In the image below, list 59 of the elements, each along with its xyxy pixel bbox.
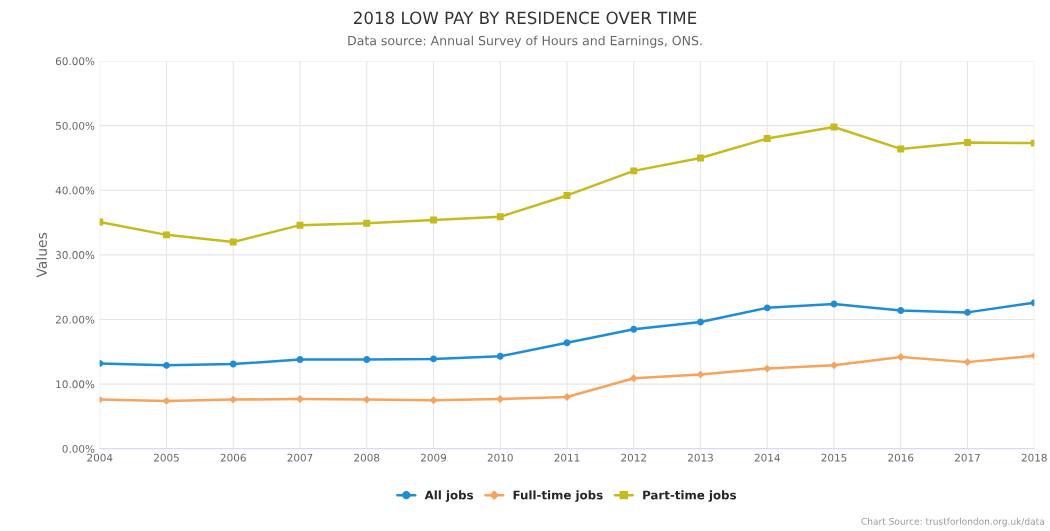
point — [630, 325, 638, 333]
y-tick-label: 40.00% — [55, 186, 95, 195]
point — [229, 395, 238, 404]
point — [362, 395, 371, 404]
legend-label: Part-time jobs — [643, 490, 736, 502]
point — [896, 353, 905, 361]
legend-label: All jobs — [424, 490, 474, 502]
point — [629, 374, 638, 383]
x-tick-label: 2012 — [621, 453, 646, 462]
point — [763, 304, 771, 312]
x-tick-label: 2006 — [220, 453, 246, 462]
y-tick-label: 10.00% — [56, 380, 95, 389]
point — [964, 308, 971, 316]
point — [163, 361, 170, 369]
y-tick-label: 20.00% — [55, 315, 95, 324]
point — [563, 339, 571, 347]
x-tick-label: 2015 — [821, 453, 847, 462]
point — [964, 138, 971, 146]
x-tick-label: 2011 — [554, 453, 580, 462]
point — [496, 352, 504, 360]
point — [897, 145, 905, 153]
point — [830, 361, 838, 370]
x-tick-label: 2014 — [754, 453, 780, 462]
point — [163, 231, 170, 239]
point — [363, 219, 371, 227]
point — [296, 356, 304, 364]
x-tick-label: 2018 — [1021, 453, 1047, 462]
point — [229, 238, 237, 246]
point — [496, 213, 504, 221]
point — [963, 358, 972, 367]
y-tick-label: 0.00% — [62, 444, 95, 453]
point — [897, 306, 905, 314]
y-tick-label: 50.00% — [55, 121, 95, 130]
y-axis-title: Values — [36, 232, 47, 278]
point — [696, 370, 705, 379]
chart-subtitle: Data source: Annual Survey of Hours and Earnings, ONS. — [348, 35, 702, 48]
x-tick-label: 2013 — [688, 453, 713, 462]
point — [697, 318, 704, 326]
y-tick-label: 30.00% — [55, 251, 95, 259]
legend-label: Full-time jobs — [513, 490, 603, 502]
x-tick-label: 2009 — [421, 453, 447, 462]
point — [363, 356, 371, 364]
x-tick-label: 2016 — [888, 453, 914, 462]
text: Chart Source: trustforlondon.org.uk/data — [861, 517, 1044, 527]
point — [763, 364, 772, 373]
point — [429, 396, 438, 405]
point — [763, 135, 771, 143]
x-tick-label: 2004 — [87, 453, 113, 462]
x-tick-label: 2008 — [354, 453, 380, 462]
chart-title: 2018 LOW PAY BY RESIDENCE OVER TIME — [354, 11, 697, 25]
y-tick-label: 60.00% — [55, 57, 95, 66]
x-tick-label: 2010 — [487, 453, 513, 462]
x-tick-label: 2007 — [287, 453, 313, 462]
x-tick-label: 2005 — [154, 453, 179, 462]
point — [162, 396, 171, 405]
x-tick-label: 2017 — [955, 453, 980, 462]
point — [430, 355, 437, 363]
point — [229, 360, 237, 368]
point — [630, 167, 638, 175]
